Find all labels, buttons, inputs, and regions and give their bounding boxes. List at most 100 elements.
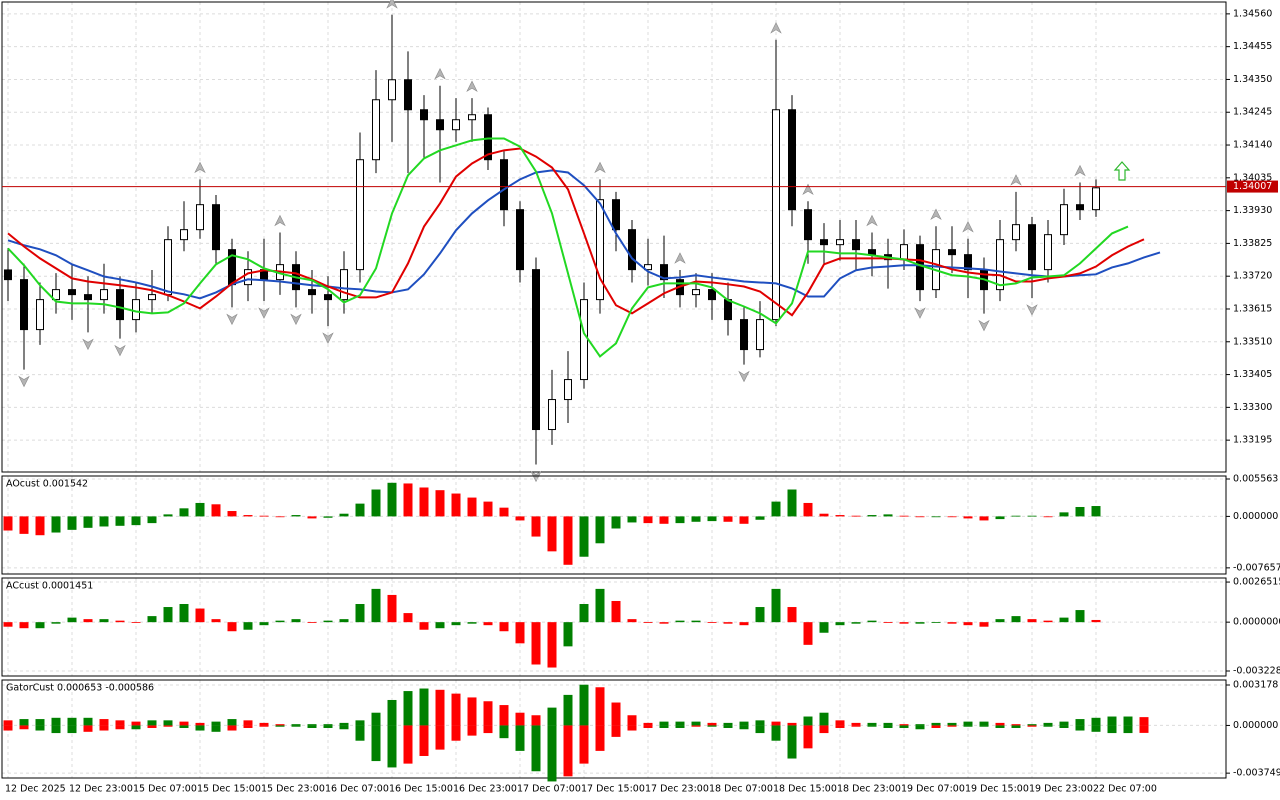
candle-body	[916, 244, 924, 291]
fractal-up	[594, 161, 606, 174]
candle-body	[196, 204, 204, 231]
gator-bar	[1107, 716, 1117, 726]
panel-frame	[1, 475, 1227, 575]
y-tick-label: 1.33510	[1233, 336, 1272, 347]
fractal-down	[226, 313, 238, 326]
gator-bar	[227, 719, 237, 726]
gator-bar	[595, 725, 605, 751]
y-tick-label: 1.34035	[1233, 172, 1272, 183]
candle-body	[772, 109, 780, 321]
fractal-up	[274, 214, 286, 227]
candle-body	[532, 269, 540, 431]
gator-bar	[339, 722, 349, 726]
gator-bar	[403, 725, 413, 764]
gator-bar	[835, 720, 845, 726]
histogram-bar	[867, 515, 877, 517]
candle-body	[900, 244, 908, 261]
gator-bar	[803, 716, 813, 726]
histogram-bar	[51, 516, 61, 533]
x-tick-label: 22 Dec 07:00	[1093, 784, 1157, 795]
histogram-bar	[531, 622, 541, 665]
histogram-bar	[355, 604, 365, 623]
histogram-bar	[867, 620, 877, 623]
histogram-bar	[403, 483, 413, 517]
fractal-down	[530, 470, 542, 483]
candle-body	[100, 289, 108, 301]
fractal-up	[802, 183, 814, 196]
gator-bar	[451, 693, 461, 726]
histogram-bar	[547, 516, 557, 552]
gator-bar	[595, 687, 605, 726]
histogram-bar	[83, 619, 93, 623]
gator-bar	[451, 725, 461, 741]
x-tick-label: 17 Dec 15:00	[581, 784, 645, 795]
histogram-bar	[131, 622, 141, 623]
candle-body	[180, 229, 188, 241]
gator-bar	[163, 725, 173, 727]
histogram-bar	[643, 516, 653, 524]
histogram-bar	[899, 515, 909, 517]
histogram-bar	[563, 516, 573, 565]
histogram-bar	[307, 516, 317, 519]
candle-body	[484, 114, 492, 161]
histogram-bar	[467, 622, 477, 624]
fractal-down	[290, 313, 302, 326]
histogram-bar	[19, 622, 29, 629]
histogram-bar	[1075, 610, 1085, 623]
histogram-bar	[131, 516, 141, 526]
y-tick-label: -0.0032287	[1233, 665, 1280, 676]
gator-bar	[467, 697, 477, 726]
fractal-down	[258, 307, 270, 319]
histogram-bar	[387, 482, 397, 517]
gator-bar	[147, 725, 157, 728]
gator-bar	[3, 720, 13, 726]
candle-body	[1060, 204, 1068, 236]
candle-body	[612, 199, 620, 231]
gator-bar	[1043, 722, 1053, 726]
histogram-bar	[659, 516, 669, 524]
histogram-bar	[883, 622, 893, 623]
gator-bar	[1107, 725, 1117, 734]
fractal-up	[1010, 174, 1022, 186]
histogram-bar	[1027, 619, 1037, 623]
candle-body	[68, 289, 76, 296]
x-tick-label: 15 Dec 07:00	[133, 784, 197, 795]
histogram-bar	[563, 622, 573, 647]
candle-body	[724, 299, 732, 321]
histogram-bar	[771, 501, 781, 517]
histogram-bar	[755, 607, 765, 623]
histogram-bar	[515, 516, 525, 521]
fractal-up	[1074, 164, 1086, 177]
gator-bar	[259, 722, 269, 726]
gator-bar	[147, 720, 157, 726]
gator-bar	[51, 725, 61, 734]
gator-bar	[275, 724, 285, 726]
gator-bar	[611, 702, 621, 726]
candle-body	[596, 199, 604, 301]
gator-bar	[659, 725, 669, 728]
histogram-bar	[979, 516, 989, 521]
x-tick-label: 17 Dec 07:00	[517, 784, 581, 795]
histogram-bar	[627, 516, 637, 523]
histogram-bar	[755, 516, 765, 520]
histogram-bar	[947, 622, 957, 624]
y-tick-label: 0.000000	[1233, 511, 1278, 522]
histogram-bar	[115, 620, 125, 623]
histogram-bar	[1011, 515, 1021, 517]
histogram-bar	[611, 600, 621, 623]
y-tick-label: -0.003749	[1233, 768, 1280, 779]
candle-body	[852, 239, 860, 251]
histogram-bar	[1075, 506, 1085, 517]
gator-bar	[1059, 725, 1069, 728]
x-tick-label: 16 Dec 07:00	[325, 784, 389, 795]
histogram-bar	[195, 502, 205, 517]
candle-body	[244, 269, 252, 286]
alligator-line	[7, 137, 1129, 358]
gator-bar	[643, 722, 653, 726]
y-tick-label: 1.33720	[1233, 271, 1272, 282]
y-tick-label: 1.34140	[1233, 140, 1272, 151]
gator-bar	[851, 722, 861, 726]
histogram-bar	[259, 622, 269, 626]
